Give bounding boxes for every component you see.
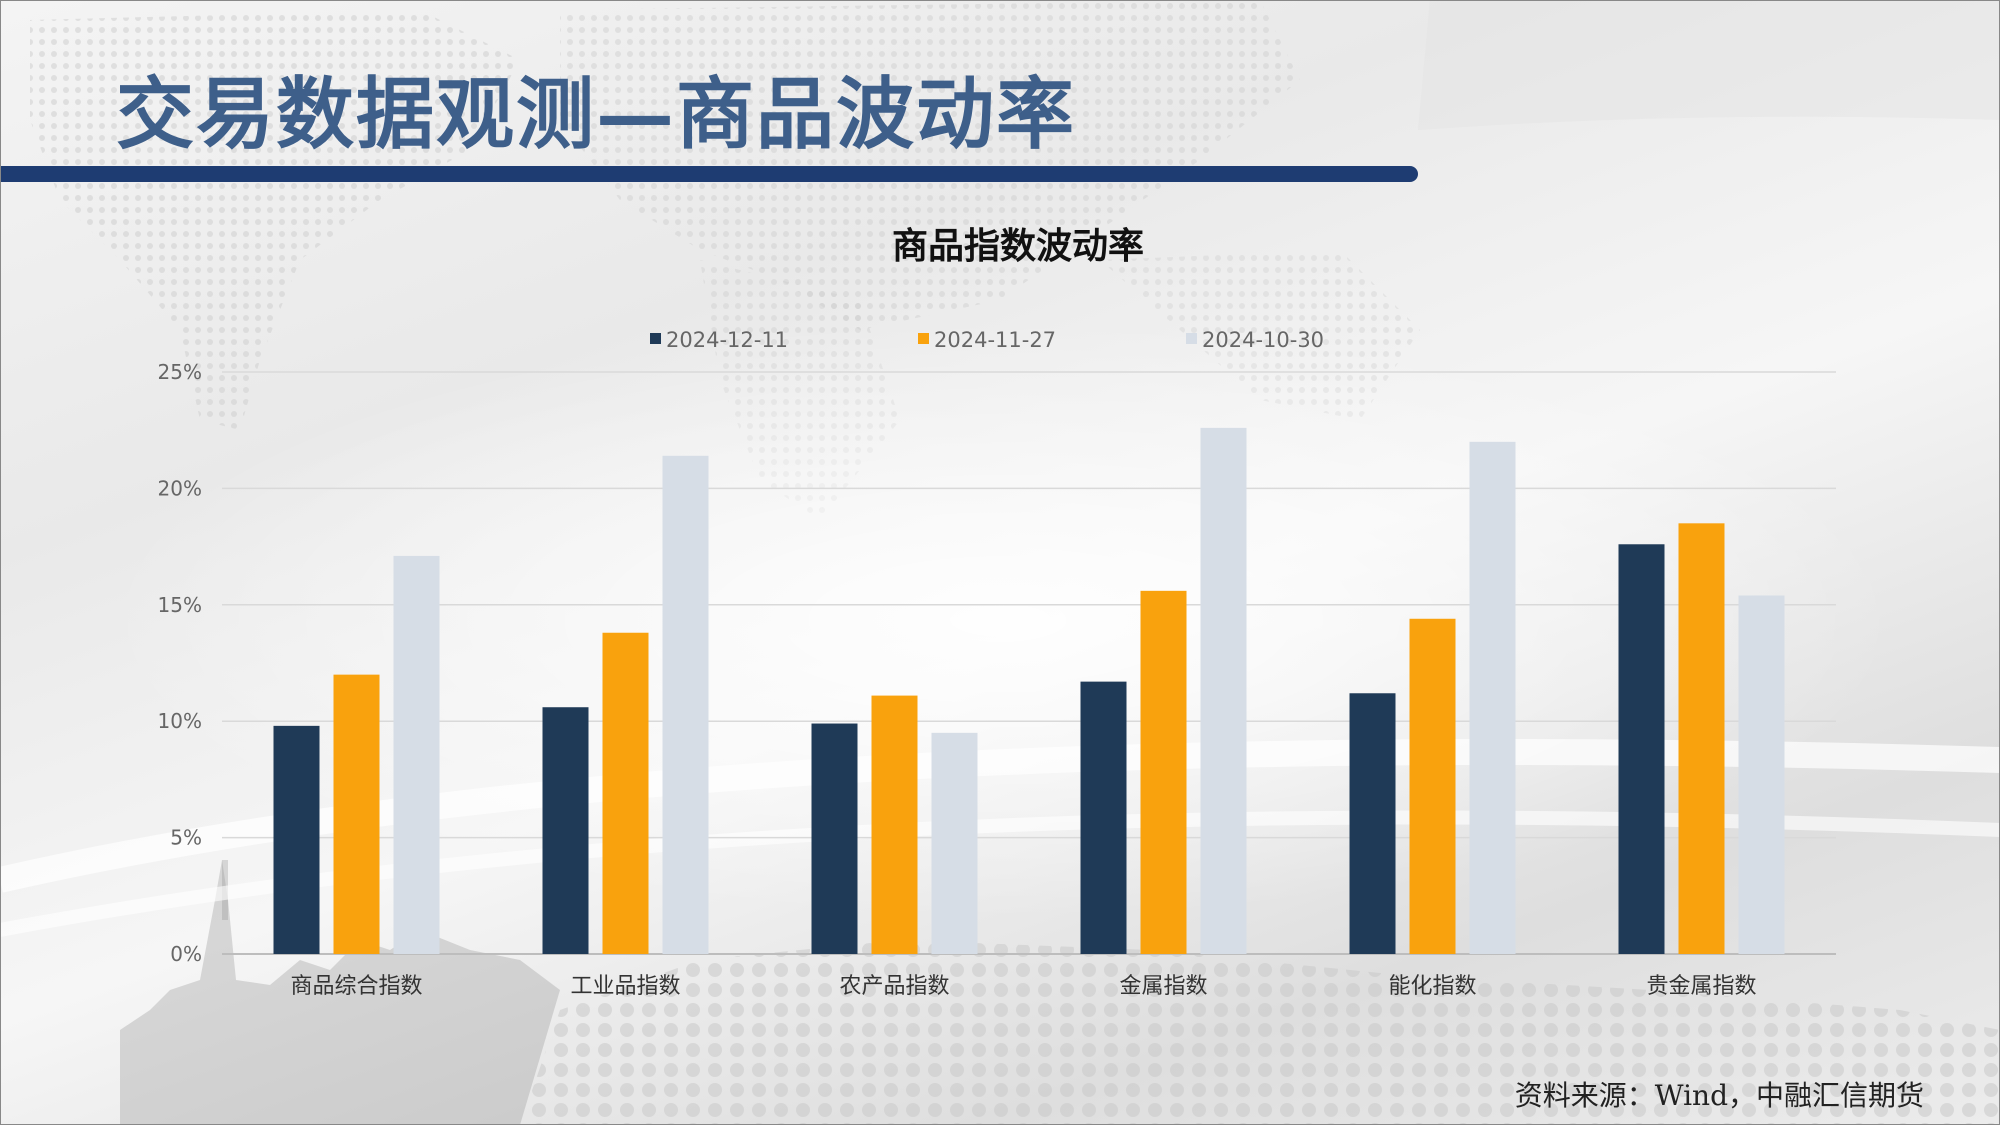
bar-3-6 [1738,595,1785,954]
bar-2-2 [602,632,649,954]
y-tick-label: 20% [158,476,202,500]
y-tick-label: 10% [158,709,202,733]
bar-1-6 [1618,544,1665,954]
y-axis: 0% 5% 10% 15% 20% 25% [158,360,202,966]
bar-2-4 [1140,590,1187,954]
chart-gridlines [222,371,1836,955]
bar-2-6 [1678,523,1725,954]
legend-label: 2024-10-30 [1202,328,1324,352]
bar-3-4 [1200,427,1247,954]
bar-2-5 [1409,618,1456,954]
bar-2-3 [871,695,918,954]
x-axis: 商品综合指数 工业品指数 农产品指数 金属指数 能化指数 贵金属指数 [290,974,1756,999]
legend-swatch [650,333,661,344]
bar-3-2 [662,455,709,954]
bar-3-1 [393,555,440,954]
title-underline-bar [0,166,1418,182]
bar-2-1 [333,674,380,954]
slide-title: 交易数据观测—商品波动率 [116,69,1077,160]
bar-3-3 [931,732,978,954]
x-tick-label: 能化指数 [1388,974,1476,999]
y-tick-label: 0% [170,942,202,966]
bar-1-2 [542,707,589,954]
legend-label: 2024-11-27 [934,328,1056,352]
x-tick-label: 金属指数 [1119,974,1207,999]
chart-title: 商品指数波动率 [892,226,1144,267]
legend-swatch [1186,333,1197,344]
y-tick-label: 25% [158,360,202,384]
data-source-note: 资料来源：Wind，中融汇信期货 [1514,1079,1924,1112]
bar-3-5 [1469,441,1516,955]
bar-1-4 [1080,681,1127,954]
x-tick-label: 贵金属指数 [1646,974,1756,999]
legend-swatch [918,333,929,344]
x-tick-label: 商品综合指数 [290,974,422,999]
y-tick-label: 15% [158,593,202,617]
bar-1-1 [273,725,320,954]
x-tick-label: 工业品指数 [570,974,680,999]
chart-legend: 2024-12-11 2024-11-27 2024-10-30 [650,328,1324,352]
legend-label: 2024-12-11 [666,328,788,352]
y-tick-label: 5% [170,826,202,850]
chart-bars [273,427,1785,955]
x-tick-label: 农产品指数 [839,974,949,999]
bar-1-5 [1349,693,1396,954]
bar-1-3 [811,723,858,954]
